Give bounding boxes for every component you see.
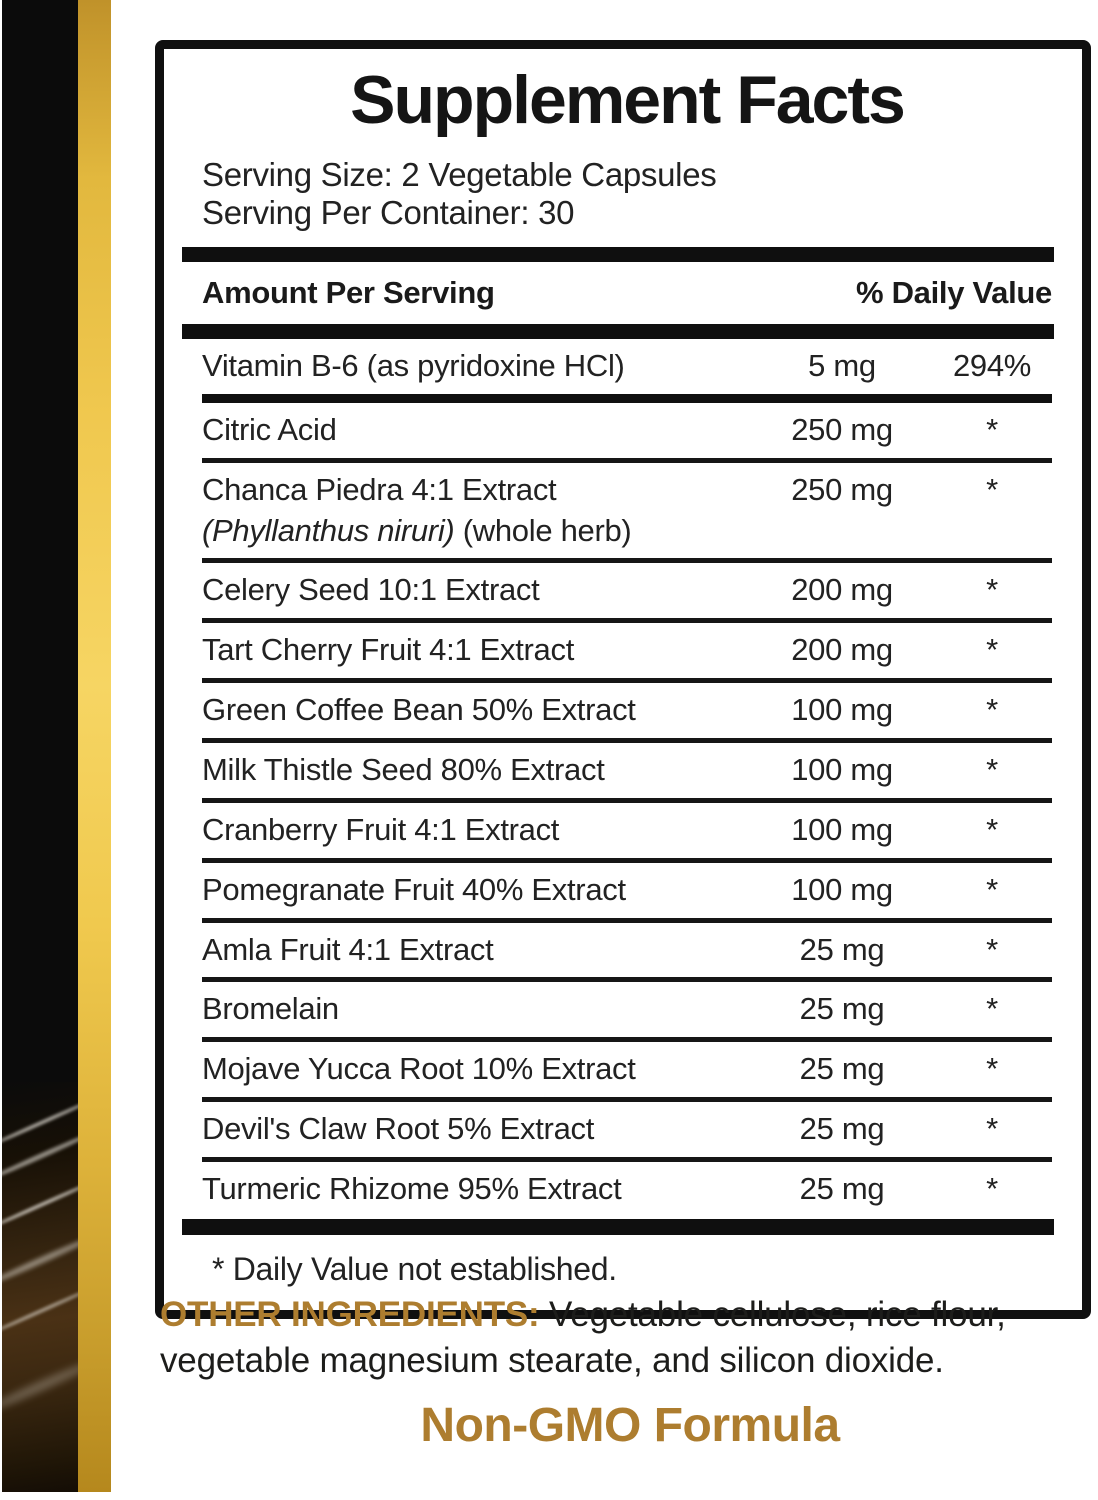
ingredient-amount: 100 mg [791,751,893,787]
row-separator [202,797,1052,803]
ingredient-name: Tart Cherry Fruit 4:1 Extract [202,632,575,668]
ingredient-name: Amla Fruit 4:1 Extract [202,931,494,967]
other-ingredients-label: OTHER INGREDIENTS: [160,1295,540,1334]
table-row: Chanca Piedra 4:1 Extract (Phyllanthus n… [202,463,1052,559]
ingredient-daily-value: * [986,931,998,967]
row-separator [202,457,1052,463]
other-ingredients: OTHER INGREDIENTS: Vegetable cellulose, … [160,1292,1098,1384]
swirl-streak [2,1285,78,1338]
table-row: Bromelain 25 mg * [202,982,1052,1037]
ingredient-daily-value: * [986,871,998,907]
row-separator [202,393,1052,403]
ingredient-daily-value: 294% [952,347,1032,383]
ingredient-amount: 25 mg [799,991,885,1027]
swirl-streak [2,1129,78,1184]
ingredient-amount: 100 mg [791,871,893,907]
ingredient-amount: 25 mg [799,931,885,967]
swirl-streak [2,1233,78,1289]
row-separator [202,857,1052,863]
other-ingredients-text: Vegetable cellulose, rice flour, vegetab… [160,1295,1006,1381]
ingredient-name: Citric Acid [202,411,337,447]
table-row: Cranberry Fruit 4:1 Extract 100 mg * [202,803,1052,858]
table-row: Milk Thistle Seed 80% Extract 100 mg * [202,743,1052,798]
ingredient-daily-value: * [986,991,998,1027]
ingredient-daily-value: * [986,471,998,507]
row-separator [202,618,1052,624]
panel-title: Supplement Facts [350,62,906,138]
swirl-streak [2,1179,78,1232]
daily-value-footnote: * Daily Value not established. [212,1250,617,1287]
ingredient-amount: 100 mg [791,811,893,847]
ingredient-amount: 100 mg [791,692,893,728]
table-row: Pomegranate Fruit 40% Extract 100 mg * [202,863,1052,918]
daily-value-header: % Daily Value [856,274,1052,310]
ingredient-amount: 200 mg [791,632,893,668]
ingredient-name: Green Coffee Bean 50% Extract [202,692,636,728]
ingredient-daily-value: * [986,811,998,847]
ingredient-amount: 5 mg [808,347,876,383]
supplement-facts-panel: Supplement Facts Serving Size: 2 Vegetab… [155,40,1091,1319]
row-separator [202,917,1052,923]
row-separator [202,1037,1052,1043]
ingredient-daily-value: * [986,632,998,668]
table-row: Tart Cherry Fruit 4:1 Extract 200 mg * [202,623,1052,678]
ingredient-amount: 25 mg [799,1170,885,1206]
ingredient-amount: 250 mg [791,471,893,507]
ingredient-daily-value: * [986,1051,998,1087]
serving-size: Serving Size: 2 Vegetable Capsules [202,156,717,194]
ingredient-amount: 250 mg [791,411,893,447]
row-separator [202,1156,1052,1162]
row-separator [202,678,1052,684]
table-row: Amla Fruit 4:1 Extract 25 mg * [202,923,1052,978]
ingredient-daily-value: * [986,1170,998,1206]
swirl-streak [2,1357,78,1416]
amount-per-serving-header: Amount Per Serving [202,274,495,310]
ingredient-name: Pomegranate Fruit 40% Extract [202,871,626,907]
ingredient-amount: 25 mg [799,1051,885,1087]
divider-bar [182,1218,1054,1235]
table-row: Citric Acid 250 mg * [202,403,1052,458]
table-row: Turmeric Rhizome 95% Extract 25 mg * [202,1162,1052,1217]
latin-name: (Phyllanthus niruri) [202,512,455,548]
ingredient-name: Milk Thistle Seed 80% Extract [202,751,605,787]
table-row: Devil's Claw Root 5% Extract 25 mg * [202,1102,1052,1157]
divider-bar [182,246,1054,262]
table-row: Celery Seed 10:1 Extract 200 mg * [202,563,1052,618]
ingredient-name: Mojave Yucca Root 10% Extract [202,1051,636,1087]
gold-stripe [78,0,111,1492]
divider-bar [182,323,1054,339]
row-separator [202,558,1052,564]
ingredient-daily-value: * [986,751,998,787]
table-row: Mojave Yucca Root 10% Extract 25 mg * [202,1042,1052,1097]
ingredient-daily-value: * [986,1111,998,1147]
black-stripe [2,0,78,1492]
ingredient-amount: 25 mg [799,1111,885,1147]
ingredient-name: Turmeric Rhizome 95% Extract [202,1170,622,1206]
table-row: Vitamin B-6 (as pyridoxine HCl) 5 mg 294… [202,339,1052,394]
row-separator [202,977,1052,983]
ingredient-daily-value: * [986,411,998,447]
servings-per-container: Serving Per Container: 30 [202,193,575,231]
ingredient-name: Devil's Claw Root 5% Extract [202,1111,595,1147]
ingredient-daily-value: * [986,572,998,608]
table-row: Green Coffee Bean 50% Extract 100 mg * [202,683,1052,738]
non-gmo-formula: Non-GMO Formula [420,1399,840,1452]
ingredient-name: Bromelain [202,991,339,1027]
ingredient-daily-value: * [986,692,998,728]
row-separator [202,1097,1052,1103]
table-header-row: Amount Per Serving % Daily Value [202,262,1052,324]
ingredient-amount: 200 mg [791,572,893,608]
ingredient-name: Celery Seed 10:1 Extract [202,572,540,608]
ingredient-name-subline: (Phyllanthus niruri) (whole herb) [202,512,632,548]
ingredient-name: Vitamin B-6 (as pyridoxine HCl) [202,347,625,383]
row-separator [202,737,1052,743]
ingredient-name: Chanca Piedra 4:1 Extract (Phyllanthus n… [202,473,752,548]
swirl-art [2,1082,78,1492]
ingredient-name: Cranberry Fruit 4:1 Extract [202,811,560,847]
